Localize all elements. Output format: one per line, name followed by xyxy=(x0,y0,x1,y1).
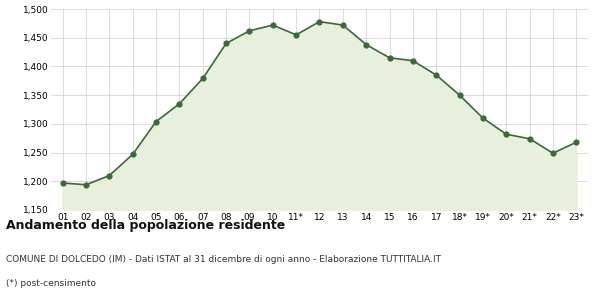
Point xyxy=(408,58,418,63)
Point xyxy=(245,28,254,33)
Point xyxy=(338,23,347,28)
Point xyxy=(128,152,137,157)
Point xyxy=(81,182,91,187)
Point xyxy=(572,140,581,145)
Point xyxy=(175,101,184,106)
Point xyxy=(502,132,511,136)
Point xyxy=(548,151,558,155)
Point xyxy=(385,56,394,60)
Point xyxy=(198,76,208,81)
Point xyxy=(455,93,464,98)
Point xyxy=(104,173,114,178)
Point xyxy=(221,41,231,46)
Point xyxy=(478,116,488,121)
Point xyxy=(58,181,67,185)
Point xyxy=(431,73,441,77)
Point xyxy=(361,42,371,47)
Point xyxy=(292,32,301,37)
Text: Andamento della popolazione residente: Andamento della popolazione residente xyxy=(6,219,285,232)
Text: (*) post-censimento: (*) post-censimento xyxy=(6,279,96,288)
Point xyxy=(525,136,535,141)
Point xyxy=(151,119,161,124)
Point xyxy=(268,23,278,28)
Point xyxy=(314,19,324,24)
Text: COMUNE DI DOLCEDO (IM) - Dati ISTAT al 31 dicembre di ogni anno - Elaborazione T: COMUNE DI DOLCEDO (IM) - Dati ISTAT al 3… xyxy=(6,255,441,264)
